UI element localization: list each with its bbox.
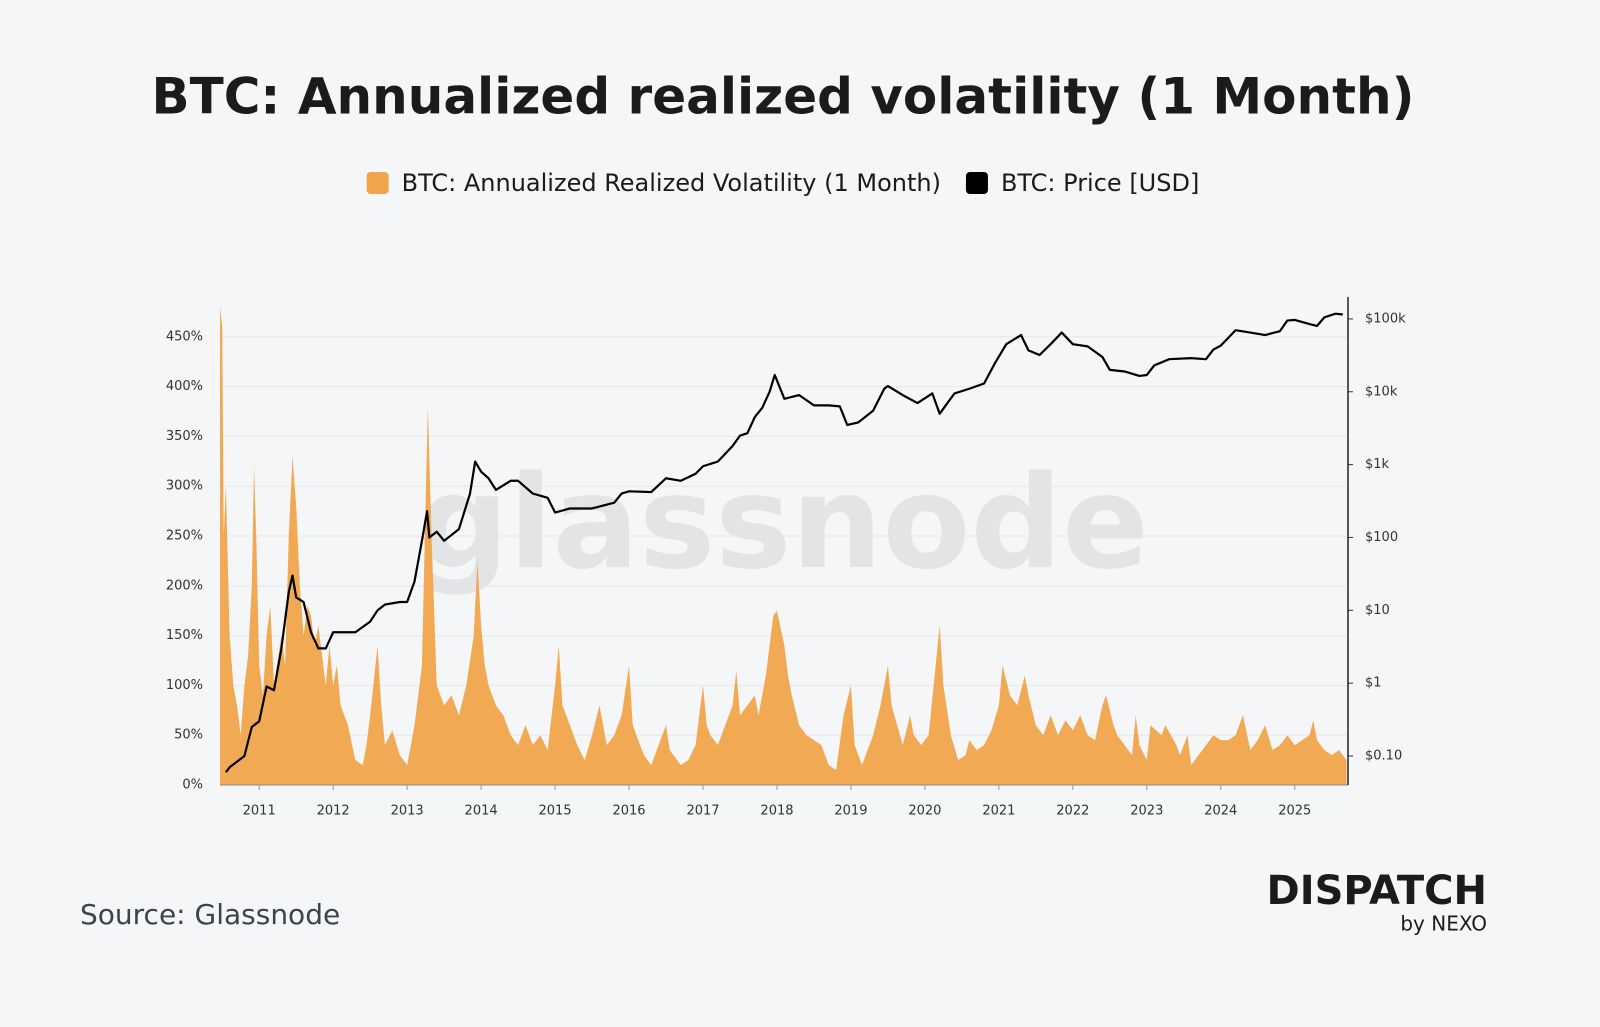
x-tick-label: 2013 bbox=[391, 804, 424, 819]
x-tick-label: 2022 bbox=[1056, 804, 1089, 819]
legend-swatch bbox=[965, 172, 988, 194]
y2-tick-label: $1 bbox=[1365, 676, 1382, 691]
legend-label: BTC: Annualized Realized Volatility (1 M… bbox=[402, 169, 941, 197]
source: Source: Glassnode bbox=[80, 898, 340, 931]
y-tick-label: 100% bbox=[166, 678, 203, 693]
y-tick-label: 200% bbox=[166, 578, 203, 593]
y2-tick-label: $0.10 bbox=[1365, 749, 1402, 764]
y2-tick-label: $100 bbox=[1365, 530, 1398, 545]
y-tick-label: 450% bbox=[166, 329, 203, 344]
y-tick-label: 150% bbox=[166, 628, 203, 643]
watermark: glassnode bbox=[417, 449, 1149, 598]
y-tick-label: 400% bbox=[166, 379, 203, 394]
y2-tick-label: $100k bbox=[1365, 311, 1406, 326]
x-tick-label: 2017 bbox=[686, 804, 719, 819]
x-tick-label: 2025 bbox=[1278, 804, 1311, 819]
chart-title: BTC: Annualized realized volatility (1 M… bbox=[152, 68, 1415, 126]
y-tick-label: 0% bbox=[182, 778, 203, 793]
x-tick-label: 2014 bbox=[465, 804, 498, 819]
legend: BTC: Annualized Realized Volatility (1 M… bbox=[366, 169, 1199, 197]
brand: DISPATCH bbox=[1266, 868, 1487, 914]
brand-sub: by NEXO bbox=[1400, 912, 1487, 936]
x-tick-label: 2020 bbox=[908, 804, 941, 819]
y-tick-label: 300% bbox=[166, 479, 203, 494]
legend-label: BTC: Price [USD] bbox=[1001, 169, 1199, 197]
x-tick-label: 2016 bbox=[612, 804, 645, 819]
y-tick-label: 250% bbox=[166, 529, 203, 544]
x-tick-label: 2015 bbox=[539, 804, 572, 819]
y-tick-label: 50% bbox=[174, 728, 203, 743]
x-tick-label: 2018 bbox=[760, 804, 793, 819]
y-tick-label: 350% bbox=[166, 429, 203, 444]
x-tick-label: 2011 bbox=[243, 804, 276, 819]
legend-swatch bbox=[366, 172, 389, 194]
volatility-area bbox=[220, 306, 1347, 785]
x-tick-label: 2019 bbox=[834, 804, 867, 819]
y2-tick-label: $10 bbox=[1365, 603, 1390, 618]
x-tick-label: 2023 bbox=[1130, 804, 1163, 819]
x-tick-label: 2021 bbox=[982, 804, 1015, 819]
y2-tick-label: $10k bbox=[1365, 384, 1398, 399]
x-tick-label: 2024 bbox=[1204, 804, 1237, 819]
y2-tick-label: $1k bbox=[1365, 457, 1390, 472]
price-line bbox=[225, 312, 1343, 773]
x-tick-label: 2012 bbox=[317, 804, 350, 819]
